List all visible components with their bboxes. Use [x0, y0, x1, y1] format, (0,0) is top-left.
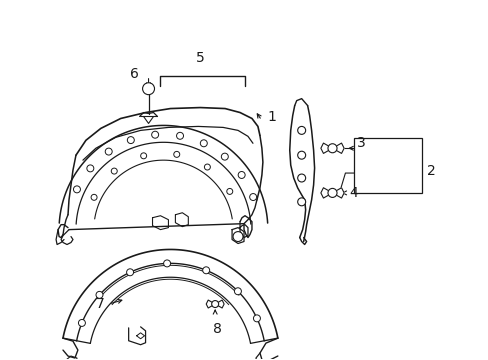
Circle shape	[176, 132, 183, 139]
Text: 4: 4	[349, 186, 357, 200]
Circle shape	[163, 260, 170, 267]
Circle shape	[238, 171, 244, 179]
Circle shape	[127, 137, 134, 144]
Circle shape	[204, 164, 210, 170]
Text: 3: 3	[357, 136, 366, 150]
Circle shape	[234, 288, 241, 295]
Polygon shape	[320, 143, 327, 153]
Circle shape	[203, 267, 209, 274]
Polygon shape	[320, 188, 327, 198]
Circle shape	[297, 151, 305, 159]
Circle shape	[151, 131, 158, 138]
Circle shape	[221, 153, 228, 160]
Circle shape	[233, 231, 243, 242]
Polygon shape	[218, 300, 224, 308]
Circle shape	[105, 148, 112, 155]
Circle shape	[297, 126, 305, 134]
Polygon shape	[336, 188, 344, 198]
Bar	[354, 138, 421, 193]
Circle shape	[91, 194, 97, 200]
Circle shape	[87, 165, 94, 172]
Text: 6: 6	[130, 67, 139, 81]
Circle shape	[297, 174, 305, 182]
Polygon shape	[206, 300, 211, 308]
Circle shape	[73, 186, 80, 193]
Circle shape	[78, 319, 85, 327]
Circle shape	[200, 140, 207, 147]
Circle shape	[211, 301, 218, 307]
Circle shape	[297, 198, 305, 206]
Text: 5: 5	[196, 51, 204, 65]
Text: 8: 8	[212, 322, 221, 336]
Text: 1: 1	[267, 111, 276, 125]
Circle shape	[249, 194, 256, 201]
Circle shape	[327, 188, 336, 197]
Circle shape	[126, 269, 133, 276]
Text: 7: 7	[95, 297, 104, 311]
Circle shape	[142, 83, 154, 95]
Circle shape	[141, 153, 146, 159]
Circle shape	[253, 315, 260, 322]
Circle shape	[327, 144, 336, 153]
Circle shape	[226, 188, 232, 194]
Circle shape	[96, 291, 103, 298]
Circle shape	[111, 168, 117, 174]
Circle shape	[173, 152, 180, 157]
Polygon shape	[336, 143, 344, 153]
Text: 2: 2	[426, 164, 435, 178]
